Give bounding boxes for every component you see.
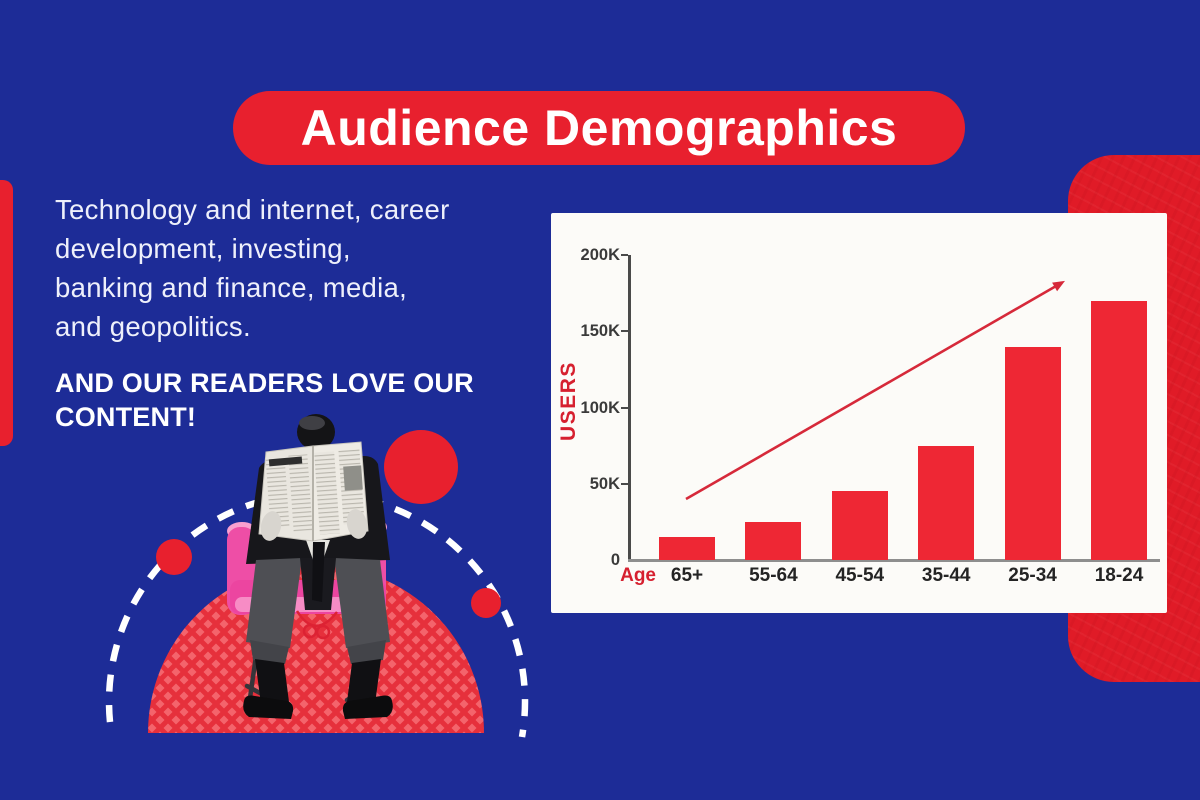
bar-18-24 (1091, 300, 1147, 560)
intro-line: banking and finance, media, (55, 272, 408, 303)
y-tick-mark (621, 482, 628, 485)
y-tick-mark (621, 406, 628, 409)
y-axis-title: USERS (557, 361, 580, 441)
x-axis (628, 559, 1160, 562)
intro-line: and geopolitics. (55, 311, 251, 342)
decor-circle-left (156, 539, 192, 575)
y-tick-mark (621, 330, 628, 333)
intro-emphasis: AND OUR READERS LOVE OUR CONTENT! (55, 366, 474, 434)
reader-illustration (105, 414, 529, 738)
bar-25-34 (1004, 346, 1061, 560)
x-axis-title: Age (620, 565, 656, 586)
newspaper-reader (243, 414, 393, 719)
y-tick-label: 150K (580, 322, 620, 341)
hanging-glasses (295, 610, 338, 640)
x-tick-label: 65+ (670, 565, 704, 586)
chart-panel: 0 50K 100K 150K 200K 65+ 55-64 45-54 35-44 25-34 1… (551, 213, 1167, 613)
y-tick-label: 50K (589, 474, 620, 493)
bar-35-44 (918, 445, 975, 560)
y-axis (628, 255, 631, 562)
x-tick-label: 55-64 (749, 565, 798, 586)
left-hand (260, 511, 282, 541)
intro-line: development, investing, (55, 233, 351, 264)
right-leg (334, 558, 390, 648)
x-tick-label: 35-44 (921, 565, 971, 586)
right-shoe (342, 695, 393, 719)
right-hand (346, 509, 368, 539)
bar-65+ (659, 537, 715, 560)
decor-circle-large (384, 430, 458, 504)
x-tick-label: 45-54 (835, 565, 885, 586)
emphasis-line: AND OUR READERS LOVE OUR (55, 368, 474, 398)
y-tick-label: 100K (580, 398, 620, 417)
y-tick-mark (621, 254, 628, 256)
intro-line: Technology and internet, career (55, 194, 450, 225)
left-leg (246, 558, 302, 648)
tie (312, 542, 325, 602)
x-tick-label: 18-24 (1094, 565, 1144, 586)
decor-circle-right (471, 588, 501, 618)
newspaper (258, 441, 369, 542)
page-title: Audience Demographics (300, 100, 898, 156)
page-title-banner: Audience Demographics (233, 91, 965, 165)
x-tick-label: 25-34 (1008, 565, 1057, 586)
bar-55-64 (745, 521, 802, 560)
left-edge-accent-bar (0, 180, 13, 446)
bar-45-54 (831, 491, 888, 560)
left-shoe (243, 695, 294, 719)
y-tick-label: 0 (610, 551, 620, 569)
emphasis-line: CONTENT! (55, 402, 197, 432)
bar-chart: 0 50K 100K 150K 200K 65+ 55-64 45-54 35-44 25-34 1… (551, 213, 1167, 613)
intro-paragraph: Technology and internet, career developm… (55, 190, 450, 346)
y-tick-label: 200K (580, 246, 620, 264)
